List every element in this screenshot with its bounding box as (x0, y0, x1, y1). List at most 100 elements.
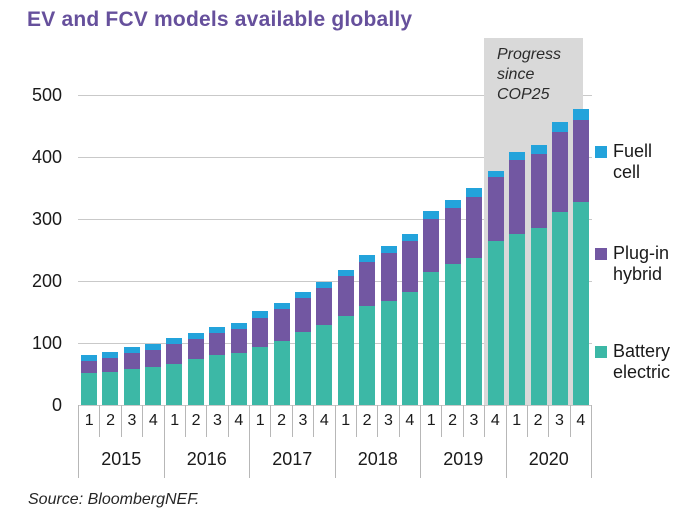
bar-segment-battery-electric (187, 359, 204, 405)
annotation-text: Progress since COP25 (484, 38, 583, 105)
quarter-tick-label: 4 (400, 405, 421, 437)
year-tick-label: 2019 (443, 449, 484, 469)
bar-segment-battery-electric (316, 325, 333, 405)
bar-slot (485, 95, 506, 405)
bar-segment-plug-in-hybrid (509, 160, 526, 234)
legend-item-plugin-hybrid: Plug-in hybrid (593, 243, 669, 285)
bar-segment-fuell-cell (316, 282, 333, 288)
stacked-bar (273, 303, 290, 405)
annotation-line-1: Progress (497, 46, 562, 63)
stacked-bar (123, 347, 140, 405)
bar-segment-plug-in-hybrid (380, 253, 397, 301)
bar-segment-battery-electric (509, 234, 526, 405)
annotation-line-3: COP25 (497, 86, 550, 103)
bar-segment-fuell-cell (466, 188, 483, 197)
bar-slot (506, 95, 527, 405)
quarter-tick-label: 4 (314, 405, 336, 437)
stacked-bar (551, 122, 568, 405)
bar-segment-plug-in-hybrid (187, 339, 204, 359)
gridline-300 (78, 219, 592, 220)
legend-item-fuel-cell: Fuell cell (593, 141, 652, 183)
bar-segment-plug-in-hybrid (80, 361, 97, 373)
quarter-tick-label: 1 (78, 405, 101, 437)
bar-segment-plug-in-hybrid (144, 350, 161, 367)
bar-segment-fuell-cell (573, 109, 590, 120)
bar-slot (421, 95, 442, 405)
y-axis-tick-label: 200 (31, 271, 62, 291)
bar-segment-fuell-cell (530, 145, 547, 154)
bar-slot (464, 95, 485, 405)
bar-segment-battery-electric (380, 301, 397, 405)
bar-segment-battery-electric (337, 316, 354, 405)
stacked-bar (487, 171, 504, 405)
year-tick-label: 2017 (272, 449, 313, 469)
stacked-bar (166, 338, 183, 405)
quarter-tick-label: 4 (571, 405, 592, 437)
bar-segment-plug-in-hybrid (359, 262, 376, 306)
legend-item-battery-electric: Battery electric (593, 341, 670, 383)
bar-segment-fuell-cell (551, 122, 568, 132)
stacked-bar (359, 255, 376, 405)
bar-segment-fuell-cell (402, 234, 419, 241)
bar-segment-fuell-cell (423, 211, 440, 219)
legend-label-battery-electric-line1: Battery (613, 341, 671, 361)
legend: Fuell cell Plug-in hybrid Battery electr… (593, 0, 700, 525)
quarter-tick-label: 3 (464, 405, 486, 437)
legend-label-fuel-cell-line2: cell (613, 162, 641, 182)
bar-segment-battery-electric (294, 332, 311, 405)
stacked-bar (444, 200, 461, 405)
bar-segment-battery-electric (551, 212, 568, 405)
bar-slot (571, 95, 592, 405)
bar-segment-fuell-cell (80, 355, 97, 361)
bar-segment-battery-electric (80, 373, 97, 405)
bar-slot (142, 95, 163, 405)
bar-slot (335, 95, 356, 405)
bar-segment-plug-in-hybrid (573, 120, 590, 202)
bar-segment-plug-in-hybrid (444, 208, 461, 264)
bar-segment-battery-electric (144, 367, 161, 405)
legend-label-fuel-cell-line1: Fuell (613, 141, 653, 161)
source-credit: Source: BloombergNEF. (28, 491, 200, 508)
y-axis-tick-label: 300 (31, 209, 62, 229)
bar-segment-fuell-cell (209, 327, 226, 333)
quarter-tick-label: 2 (528, 405, 550, 437)
quarter-tick-label: 1 (336, 405, 357, 437)
bar-segment-fuell-cell (166, 338, 183, 344)
quarter-tick-label: 1 (250, 405, 272, 437)
quarter-tick-label: 2 (186, 405, 208, 437)
quarter-tick-label: 4 (229, 405, 250, 437)
legend-label-battery-electric-line2: electric (613, 362, 671, 382)
bar-segment-battery-electric (273, 341, 290, 405)
bar-segment-fuell-cell (487, 171, 504, 177)
y-axis-tick-label: 0 (51, 395, 62, 415)
bar-slot (528, 95, 549, 405)
quarter-tick-label: 3 (122, 405, 144, 437)
bar-series-container (78, 95, 592, 405)
legend-label-fuel-cell: Fuell cell (613, 141, 652, 183)
stacked-bar (337, 270, 354, 405)
bar-segment-plug-in-hybrid (294, 298, 311, 332)
bar-segment-plug-in-hybrid (123, 353, 140, 369)
stacked-bar (402, 234, 419, 405)
bar-segment-fuell-cell (337, 270, 354, 276)
bar-segment-battery-electric (444, 264, 461, 405)
stacked-bar (380, 246, 397, 405)
stacked-bar (102, 352, 119, 405)
gridline-200 (78, 281, 592, 282)
bar-segment-plug-in-hybrid (530, 154, 547, 228)
stacked-bar (466, 188, 483, 405)
stacked-bar (573, 109, 590, 405)
gridline-400 (78, 157, 592, 158)
bar-segment-battery-electric (423, 272, 440, 405)
bar-segment-fuell-cell (144, 344, 161, 350)
year-tick-label: 2018 (357, 449, 398, 469)
y-axis-tick-label: 100 (31, 333, 62, 353)
annotation-line-2: since (497, 66, 535, 83)
bar-segment-battery-electric (252, 347, 269, 405)
stacked-bar (187, 333, 204, 405)
bar-segment-plug-in-hybrid (316, 288, 333, 325)
year-tick-label: 2020 (528, 449, 569, 469)
bar-slot (314, 95, 335, 405)
quarter-tick-label: 2 (442, 405, 464, 437)
